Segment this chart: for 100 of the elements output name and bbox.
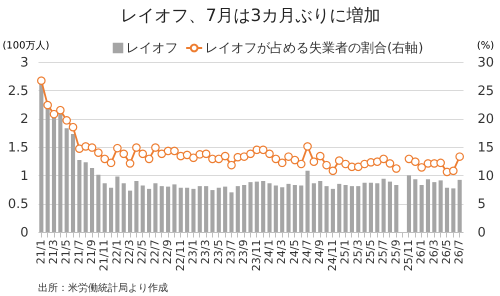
y2-tick-label: 5 [478, 197, 486, 212]
bar [299, 186, 304, 232]
bar [198, 186, 202, 232]
bar [115, 176, 120, 232]
y-axis-title: (100万人) [2, 40, 50, 52]
bar [406, 175, 412, 232]
x-tick-label: 22/9 [161, 240, 174, 264]
x-tick-label: 22/7 [148, 240, 162, 264]
bar [204, 186, 208, 232]
bar [267, 183, 272, 232]
bar [134, 181, 138, 232]
bar [337, 184, 342, 232]
bar [426, 179, 430, 232]
x-tick-label: 26/7 [452, 240, 466, 264]
x-tick-label: 23/5 [212, 240, 225, 264]
bar [77, 160, 82, 232]
bar [375, 183, 380, 232]
y-tick-label: 2 [20, 112, 28, 128]
bar [166, 186, 170, 232]
bar [444, 188, 450, 232]
x-tick-label: 25/5 [364, 240, 377, 264]
y2-tick-label: 30 [478, 56, 494, 70]
bar [128, 190, 132, 232]
bar [242, 184, 246, 232]
bar [312, 183, 316, 232]
bar [305, 170, 310, 232]
bar [280, 187, 284, 232]
bar [368, 182, 373, 232]
bar [324, 186, 329, 232]
bar [388, 182, 392, 232]
y-tick-label: 0.5 [8, 197, 28, 212]
text: 出所：米労働統計局より作成 [38, 282, 168, 294]
legend-label: レイオフ [126, 41, 178, 56]
bar [356, 186, 360, 232]
x-tick-label: 23/9 [237, 240, 250, 264]
x-tick-label: 21/1 [34, 240, 48, 264]
x-tick-label: 24/7 [300, 240, 314, 264]
bar [451, 188, 456, 232]
bar [344, 184, 348, 232]
bar [160, 186, 164, 232]
x-tick-label: 25/9 [389, 240, 402, 264]
y2-axis-title: (%) [476, 40, 494, 52]
x-tick-label: 23/7 [224, 240, 238, 264]
bar [102, 183, 107, 232]
bar [90, 168, 94, 232]
bar [140, 186, 145, 232]
bar [216, 188, 221, 232]
x-tick-label: 24/1 [262, 240, 276, 264]
bar [254, 182, 259, 232]
x-tick-label: 22/11 [174, 240, 187, 272]
bar [210, 190, 215, 232]
x-tick-label: 24/9 [313, 240, 326, 264]
legend-label: レイオフが占める失業者の割合(右軸) [205, 41, 424, 56]
x-tick-label: 22/3 [123, 240, 136, 264]
x-tick-label: 21/7 [72, 240, 86, 264]
y2-tick-label: 10 [478, 168, 494, 184]
bar [223, 186, 228, 232]
bar [236, 186, 240, 232]
x-tick-label: 26/3 [427, 240, 440, 264]
y-tick-label: 2.5 [8, 84, 28, 99]
bar [362, 182, 367, 232]
bar [394, 184, 398, 232]
x-tick-label: 25/7 [376, 240, 390, 264]
bar [70, 134, 76, 232]
bar [261, 181, 266, 232]
x-tick-label: 26/5 [440, 240, 453, 264]
bar [185, 188, 190, 232]
chart-title: レイオフ、7月は3カ月ぶりに増加 [120, 6, 380, 26]
x-tick-label: 25/11 [402, 240, 415, 272]
bar [432, 182, 436, 232]
bar [274, 186, 278, 232]
x-tick-label: 26/1 [414, 240, 428, 264]
bar [178, 188, 183, 232]
x-tick-label: 21/9 [85, 240, 98, 264]
x-tick-label: 24/3 [275, 240, 288, 264]
bar [122, 183, 126, 232]
bar [458, 180, 462, 232]
y-tick-label: 0 [20, 226, 28, 240]
bar [64, 128, 69, 232]
x-tick-label: 21/11 [98, 240, 111, 272]
bar [191, 188, 196, 232]
bar [286, 184, 291, 232]
x-tick-label: 21/5 [60, 240, 73, 264]
bar [147, 188, 152, 232]
x-tick-label: 25/1 [338, 240, 352, 264]
bar [420, 184, 424, 232]
bar [229, 192, 234, 232]
bar [292, 184, 297, 232]
bar [248, 182, 253, 232]
x-tick-label: 22/1 [110, 240, 124, 264]
y2-tick-label: 15 [478, 140, 494, 156]
x-tick-label: 21/3 [47, 240, 60, 264]
bar [172, 184, 176, 232]
x-tick-label: 23/11 [250, 240, 263, 272]
bar [413, 179, 418, 232]
y2-tick-label: 25 [478, 84, 494, 99]
x-tick-label: 23/1 [186, 240, 200, 264]
y-tick-label: 1 [20, 168, 28, 184]
x-tick-label: 24/11 [326, 240, 339, 272]
bar [153, 183, 158, 232]
